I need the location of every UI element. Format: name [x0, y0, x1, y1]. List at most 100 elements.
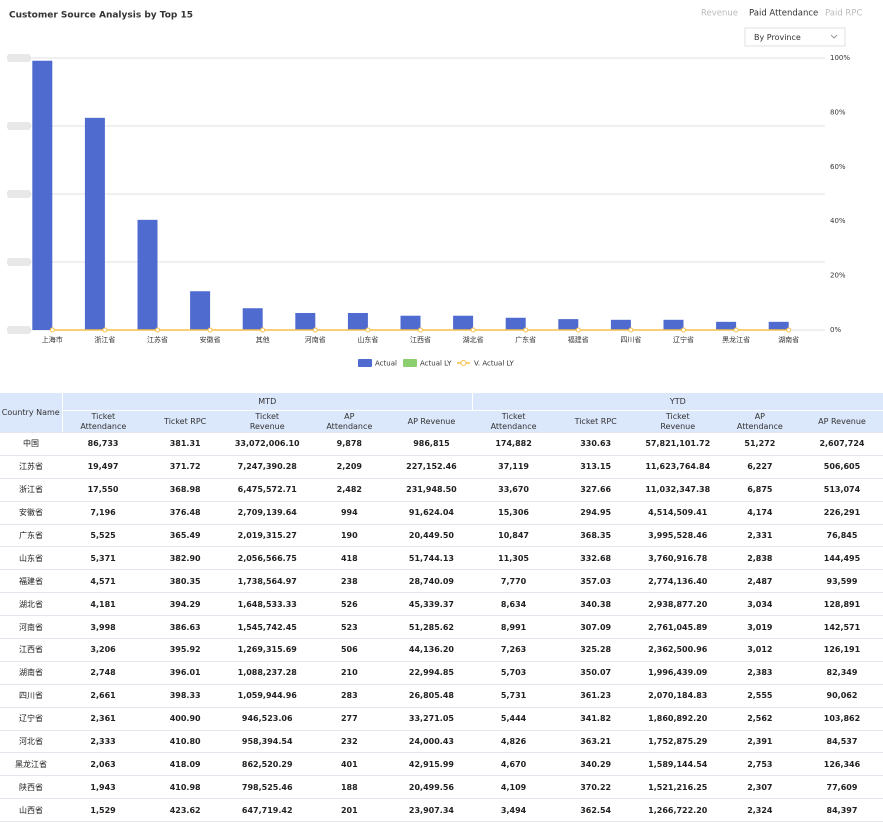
table-row: 福建省 4,571 380.35 1,738,564.97 238 28,740.09 7,… [0, 569, 883, 594]
line-marker [733, 327, 739, 333]
cell: 24,000.43 [390, 730, 473, 754]
row-name: 山东省 [0, 546, 62, 571]
x-tick-label: 安徽省 [200, 335, 221, 344]
cell: 44,136.20 [390, 638, 473, 662]
cell: 188 [308, 775, 391, 800]
line-marker [207, 327, 213, 333]
cell: 3,998 [62, 615, 145, 640]
line-marker [418, 327, 423, 333]
cell: 9,878 [308, 432, 391, 456]
column-header-text: AP Revenue [818, 416, 866, 426]
row-name: 黑龙江省 [0, 752, 62, 777]
cell: 350.07 [554, 661, 637, 685]
cell: 958,394.54 [226, 730, 309, 754]
cell: 2,748 [62, 661, 145, 685]
bar [768, 321, 789, 330]
cell: 84,397 [800, 798, 883, 823]
cell: 418.09 [144, 752, 227, 777]
cell: 93,599 [800, 569, 883, 594]
cell: 398.33 [144, 684, 227, 708]
cell: 506,605 [800, 455, 883, 479]
blurred-tick-label [7, 326, 31, 334]
row-name: 江西省 [0, 638, 62, 662]
cell: 33,271.05 [390, 707, 473, 731]
header-row: Country Name MTD YTD [0, 393, 883, 433]
cell: 2,209 [308, 455, 391, 479]
cell: 4,670 [472, 752, 555, 777]
y2-tick-label: 20% [830, 272, 846, 280]
chart: Customer Source Analysis by Top 15 By Pr… [7, 9, 862, 368]
bar [137, 219, 158, 330]
cell: 1,545,742.45 [226, 615, 309, 640]
line-marker [260, 327, 266, 333]
bar [242, 308, 263, 330]
cell: 2,607,724 [800, 432, 883, 456]
cell: 11,032,347.38 [636, 478, 719, 502]
cell: 1,589,144.54 [636, 752, 719, 777]
row-name: 广东省 [0, 524, 62, 548]
tab[interactable]: Paid RPC [825, 9, 862, 19]
cell: 410.98 [144, 775, 227, 800]
row-name: 陕西省 [0, 775, 62, 800]
cell: 2,838 [718, 546, 801, 571]
cell: 7,247,390.28 [226, 455, 309, 479]
cell: 1,059,944.96 [226, 684, 309, 708]
cell: 386.63 [144, 615, 227, 640]
y2-tick-label: 40% [830, 217, 846, 225]
line-marker [312, 327, 318, 333]
table-row: 中国 86,733 381.31 33,072,006.10 9,878 986,815 1… [0, 432, 883, 456]
cell: 4,826 [472, 730, 555, 754]
column-header: AP Attendance [718, 410, 801, 433]
tab[interactable]: Paid Attendance [749, 9, 818, 19]
x-tick-label: 湖南省 [778, 335, 799, 344]
blurred-tick-label [7, 258, 31, 266]
row-name: 福建省 [0, 569, 62, 594]
column-header-text: AP Attendance [326, 411, 373, 431]
cell: 174,882 [472, 432, 555, 456]
cell: 190 [308, 524, 391, 548]
column-header-text: Ticket Revenue [249, 411, 285, 431]
cell: 340.29 [554, 752, 637, 777]
cell: 11,305 [472, 546, 555, 571]
cell: 1,860,892.20 [636, 707, 719, 731]
row-name: 安徽省 [0, 501, 62, 525]
x-tick-label: 上海市 [42, 335, 63, 344]
cell: 2,938,877.20 [636, 592, 719, 617]
cell: 340.38 [554, 592, 637, 617]
cell: 5,444 [472, 707, 555, 731]
column-header-text: Ticket Attendance [490, 411, 537, 431]
tab[interactable]: Revenue [701, 9, 738, 19]
cell: 2,362,500.96 [636, 638, 719, 662]
cell: 201 [308, 798, 391, 823]
cell: 77,609 [800, 775, 883, 800]
cell: 1,269,315.69 [226, 638, 309, 662]
cell: 1,738,564.97 [226, 569, 309, 594]
table-row: 湖南省 2,748 396.01 1,088,237.28 210 22,994.85 5,… [0, 661, 883, 685]
blurred-tick-label [7, 190, 31, 198]
cell: 28,740.09 [390, 569, 473, 594]
cell: 1,752,875.29 [636, 730, 719, 754]
cell: 368.35 [554, 524, 637, 548]
cell: 4,174 [718, 501, 801, 525]
cell: 380.35 [144, 569, 227, 594]
y2-tick-label: 60% [830, 163, 846, 171]
cell: 17,550 [62, 478, 145, 502]
cell: 1,943 [62, 775, 145, 800]
cell: 51,744.13 [390, 546, 473, 571]
cell: 2,333 [62, 730, 145, 754]
column-header-text: AP Revenue [407, 416, 456, 426]
bar [32, 60, 53, 330]
cell: 1,521,216.25 [636, 775, 719, 800]
cell: 3,995,528.46 [636, 524, 719, 548]
cell: 370.22 [554, 775, 637, 800]
cell: 232 [308, 730, 391, 754]
dropdown-arrow [830, 34, 838, 39]
cell: 26,805.48 [390, 684, 473, 708]
cell: 33,670 [472, 478, 555, 502]
cell: 20,449.50 [390, 524, 473, 548]
row-name: 辽宁省 [0, 707, 62, 731]
dropdown[interactable] [744, 27, 846, 47]
bar [716, 321, 737, 330]
cell: 2,562 [718, 707, 801, 731]
x-tick-label: 四川省 [620, 335, 641, 344]
